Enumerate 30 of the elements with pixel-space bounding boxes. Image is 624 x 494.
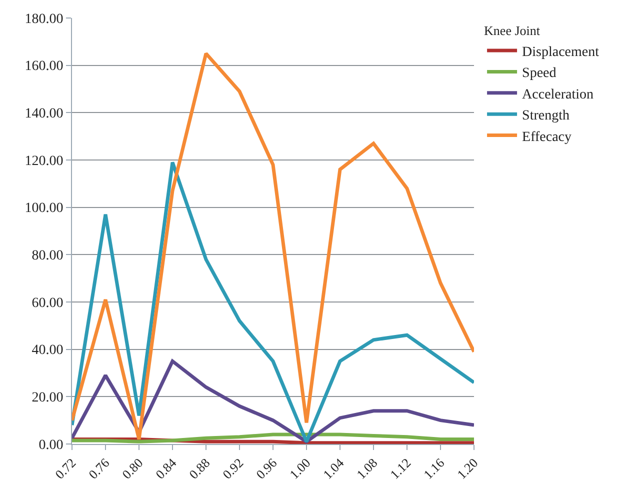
y-tick-label: 80.00 bbox=[32, 248, 64, 264]
x-tick-label: 1.16 bbox=[420, 454, 448, 482]
x-tick-label: 0.76 bbox=[86, 454, 113, 482]
legend-label: Strength bbox=[522, 108, 570, 124]
legend-label: Speed bbox=[522, 66, 556, 82]
legend-label: Acceleration bbox=[522, 87, 594, 102]
x-tick-label: 1.12 bbox=[387, 455, 414, 482]
y-tick-label: 180.00 bbox=[24, 12, 64, 27]
y-tick-label: 0.00 bbox=[38, 438, 64, 453]
x-tick-label: 0.80 bbox=[119, 455, 146, 482]
y-tick-label: 160.00 bbox=[24, 59, 64, 74]
line-series bbox=[72, 52, 474, 442]
x-tick-label: 0.96 bbox=[253, 454, 280, 482]
x-tick-label: 0.72 bbox=[52, 455, 79, 482]
x-tick-label: 0.88 bbox=[186, 455, 213, 482]
x-tick-label: 1.08 bbox=[354, 455, 380, 482]
legend-label: Displacement bbox=[522, 44, 600, 60]
legend-title: Knee Joint bbox=[484, 22, 540, 38]
y-tick-label: 40.00 bbox=[32, 343, 64, 358]
y-tick-label: 100.00 bbox=[24, 201, 64, 216]
x-tick-label: 1.20 bbox=[454, 455, 481, 482]
y-tick-label: 60.00 bbox=[32, 296, 64, 311]
x-tick-label: 0.84 bbox=[152, 454, 180, 482]
y-tick-label: 20.00 bbox=[32, 390, 64, 406]
y-tick-label: 120.00 bbox=[24, 154, 64, 169]
x-tick-label: 1.04 bbox=[320, 454, 348, 482]
y-tick-label: 140.00 bbox=[24, 106, 64, 122]
legend-label: Effecacy bbox=[522, 130, 572, 145]
x-tick-label: 0.92 bbox=[220, 455, 246, 482]
x-tick-label: 1.00 bbox=[286, 455, 314, 482]
